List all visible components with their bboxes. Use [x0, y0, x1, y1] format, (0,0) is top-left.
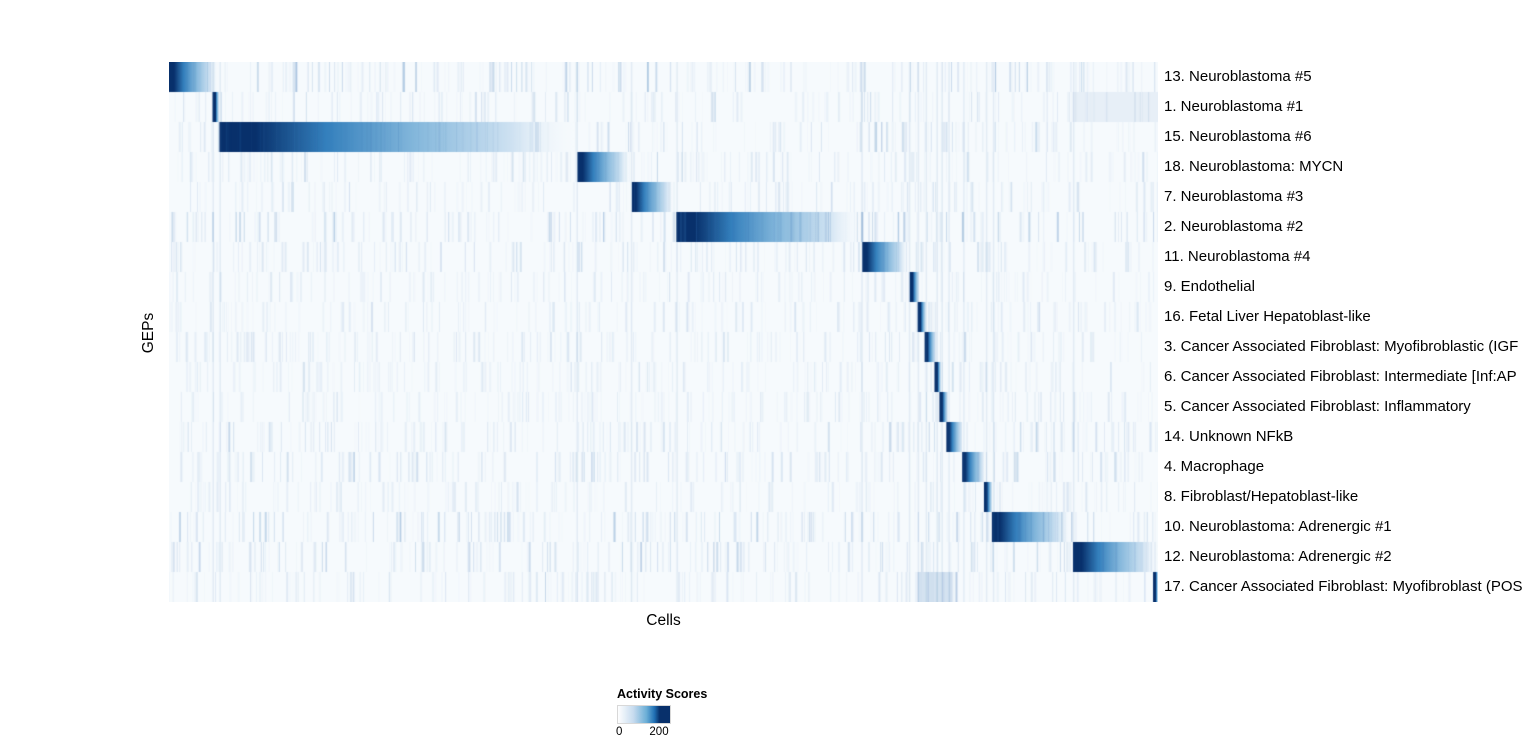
- row-label: 16. Fetal Liver Hepatoblast-like: [1164, 308, 1371, 325]
- row-label: 5. Cancer Associated Fibroblast: Inflamm…: [1164, 398, 1471, 415]
- row-label: 11. Neuroblastoma #4: [1164, 248, 1311, 265]
- legend: Activity Scores 0 200: [616, 687, 708, 741]
- legend-title: Activity Scores: [617, 687, 708, 701]
- row-label: 2. Neuroblastoma #2: [1164, 218, 1304, 235]
- row-label: 10. Neuroblastoma: Adrenergic #1: [1164, 518, 1392, 535]
- legend-colorbar: [617, 705, 671, 724]
- x-axis-label: Cells: [646, 612, 681, 629]
- row-label: 12. Neuroblastoma: Adrenergic #2: [1164, 548, 1392, 565]
- row-label: 6. Cancer Associated Fibroblast: Interme…: [1164, 368, 1517, 385]
- row-label: 15. Neuroblastoma #6: [1164, 128, 1312, 145]
- legend-tick-max: 200: [649, 726, 669, 738]
- row-label: 18. Neuroblastoma: MYCN: [1164, 158, 1344, 175]
- row-label: 17. Cancer Associated Fibroblast: Myofib…: [1164, 578, 1523, 595]
- row-label: 9. Endothelial: [1164, 278, 1255, 295]
- y-axis-label: GEPs: [140, 312, 157, 354]
- row-labels: 13. Neuroblastoma #5 1. Neuroblastoma #1 1…: [1164, 62, 1540, 602]
- row-label: 7. Neuroblastoma #3: [1164, 188, 1304, 205]
- heatmap-plot-area: [169, 62, 1158, 602]
- row-label: 1. Neuroblastoma #1: [1164, 98, 1304, 115]
- row-label: 3. Cancer Associated Fibroblast: Myofibr…: [1164, 338, 1519, 355]
- row-label: 8. Fibroblast/Hepatoblast-like: [1164, 488, 1359, 505]
- row-label: 4. Macrophage: [1164, 458, 1265, 475]
- row-label: 14. Unknown NFkB: [1164, 428, 1294, 445]
- row-label: 13. Neuroblastoma #5: [1164, 68, 1312, 85]
- legend-tick-min: 0: [616, 726, 623, 738]
- legend-ticks: 0 200: [616, 726, 669, 741]
